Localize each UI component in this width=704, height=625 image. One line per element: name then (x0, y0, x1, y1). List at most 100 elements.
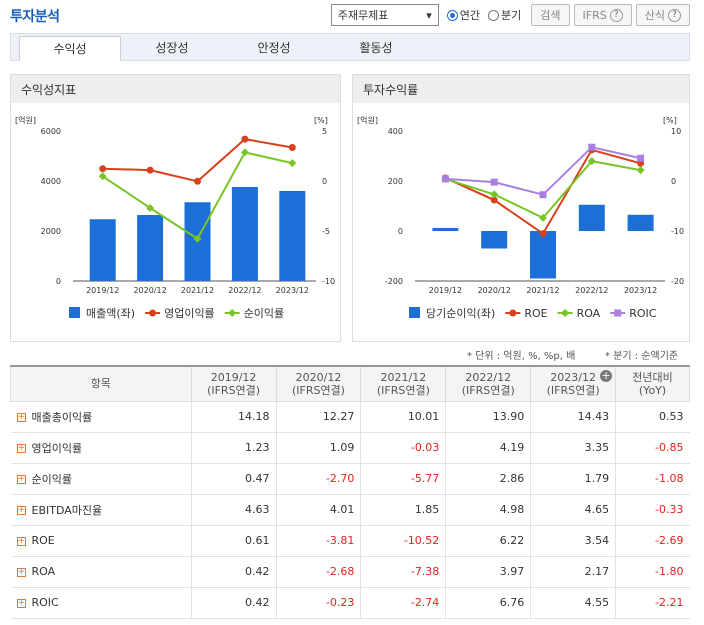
value-cell: -2.74 (360, 587, 446, 619)
line-point (637, 154, 645, 162)
left-tick-label: 0 (398, 227, 403, 236)
line-point (539, 213, 547, 222)
chart-bar (231, 187, 258, 281)
value-cell: 0.61 (190, 525, 277, 557)
value-cell: -2.70 (275, 463, 361, 495)
row-label[interactable]: + ROA (10, 556, 192, 588)
line-point (490, 178, 498, 186)
right-axis-unit: [%] (663, 116, 677, 125)
x-tick-label: 2021/12 (181, 286, 214, 295)
statement-select-value: 주재무제표 (337, 9, 389, 22)
series-line (102, 138, 293, 183)
x-tick-label: 2021/12 (526, 286, 559, 295)
right-tick-label: 0 (322, 177, 327, 186)
row-label-text: 매출총이익률 (31, 410, 93, 424)
expand-row-icon[interactable]: + (16, 412, 26, 422)
expand-columns-icon[interactable]: + (600, 369, 613, 382)
value-cell: 10.01 (360, 401, 446, 433)
value-cell: 4.55 (530, 587, 616, 619)
left-axis-unit: [억원] (357, 115, 378, 125)
toolbar: 주재무제표 ▾ 연간 분기 검색 IFRS ? 산식 ? (330, 4, 690, 26)
question-icon: ? (609, 8, 623, 22)
expand-row-icon[interactable]: + (16, 474, 26, 484)
tab-bar: 수익성 성장성 안정성 활동성 (10, 33, 690, 61)
value-cell: -0.03 (360, 432, 446, 464)
expand-row-icon[interactable]: + (16, 505, 26, 515)
row-label[interactable]: + 영업이익률 (10, 432, 192, 464)
expand-row-icon[interactable]: + (16, 597, 26, 608)
value-cell: 0.47 (190, 463, 277, 495)
value-cell: 4.98 (445, 494, 531, 526)
profitability-chart: [억원] [%] 6000 4000 2000 0 5 0 -5 -10 2019/12 2020/1… (15, 115, 335, 320)
expand-row-icon[interactable]: + (16, 443, 26, 453)
left-tick-label: 200 (388, 177, 403, 186)
tab-profitability[interactable]: 수익성 (19, 36, 121, 61)
tab-stability[interactable]: 안정성 (257, 40, 291, 55)
right-tick-label: -5 (322, 227, 330, 236)
formula-help-button[interactable]: 산식 ? (635, 4, 690, 26)
row-label[interactable]: + 매출총이익률 (10, 401, 192, 433)
radio-selected-icon (446, 9, 458, 21)
search-button[interactable]: 검색 (531, 4, 570, 26)
left-tick-label: 2000 (41, 227, 61, 236)
unit-note: * 단위 : 억원, %, %p, 배 (467, 351, 576, 362)
head-yoy-label: 전년대비 (632, 370, 673, 384)
head-col: 2019/12 (IFRS연결) (190, 365, 277, 402)
chart-bar (627, 214, 654, 231)
row-label[interactable]: + EBITDA마진율 (10, 494, 192, 526)
right-tick-label: -20 (671, 277, 684, 286)
radio-annual[interactable]: 연간 (446, 7, 480, 23)
ifrs-help-button[interactable]: IFRS ? (573, 4, 632, 26)
value-cell: 6.76 (445, 587, 531, 619)
expand-row-icon[interactable]: + (16, 535, 26, 546)
statement-select[interactable]: 주재무제표 ▾ (330, 4, 439, 26)
row-label[interactable]: + ROIC (10, 587, 192, 619)
radio-quarter[interactable]: 분기 (488, 7, 521, 23)
legend-label: ROA (577, 307, 601, 320)
line-point (146, 166, 154, 174)
value-cell: -5.77 (360, 463, 446, 495)
row-label-text: ROE (31, 534, 55, 547)
x-tick-label: 2020/12 (478, 286, 511, 295)
left-tick-label: 4000 (41, 177, 61, 186)
left-tick-label: 0 (56, 277, 61, 286)
value-cell: -3.81 (275, 525, 361, 557)
return-chart: [억원] [%] 400 200 0 -200 10 0 -10 -20 2019/12 2020/1… (357, 115, 684, 320)
head-col: 2021/12 (IFRS연결) (360, 365, 447, 402)
right-tick-label: -10 (322, 277, 335, 286)
quarter-note: * 분기 : 순액기준 (605, 351, 679, 362)
radio-quarter-label: 분기 (501, 9, 522, 22)
value-cell: 4.01 (275, 494, 361, 526)
x-tick-label: 2019/12 (86, 286, 119, 295)
line-point (98, 172, 107, 181)
tab-growth[interactable]: 성장성 (155, 40, 189, 55)
line-point (539, 191, 547, 199)
tab-activity[interactable]: 활동성 (359, 40, 393, 55)
row-label[interactable]: + 순이익률 (10, 463, 192, 495)
right-tick-label: -10 (671, 227, 684, 236)
profitability-table: 항목 2019/12 (IFRS연결) 2020/12 (IFRS연결) 2021/… (10, 365, 690, 619)
right-axis-unit: [%] (314, 116, 328, 125)
right-tick-label: 10 (671, 127, 681, 136)
expand-row-icon[interactable]: + (16, 566, 26, 577)
head-item: 항목 (10, 365, 192, 402)
value-cell: 13.90 (445, 401, 531, 433)
return-chart-panel: 투자수익률 [억원] [%] 400 200 0 -200 10 0 -10 -20 2019/12… (352, 74, 690, 342)
left-axis-unit: [억원] (15, 115, 36, 125)
table-row: + 영업이익률 1.23 1.09 -0.03 4.19 3.35 -0.85 (10, 432, 690, 464)
legend-swatch (69, 307, 80, 318)
row-label[interactable]: + ROE (10, 525, 192, 557)
value-cell: 3.35 (530, 432, 616, 464)
head-col-basis: (IFRS연결) (207, 383, 261, 397)
value-cell: 1.23 (190, 432, 277, 464)
table-row: + ROIC 0.42 -0.23 -2.74 6.76 4.55 -2.21 (10, 587, 690, 619)
panel-title: 수익성지표 (11, 75, 340, 103)
line-point (636, 166, 645, 175)
right-tick-label: 5 (322, 127, 327, 136)
line-point (490, 190, 499, 199)
head-col: 2023/12 (IFRS연결) + (530, 365, 617, 402)
page-title: 투자분석 (10, 9, 60, 25)
chart-bar (279, 191, 306, 281)
line-point (539, 230, 547, 238)
legend-label: 순이익률 (244, 307, 284, 320)
